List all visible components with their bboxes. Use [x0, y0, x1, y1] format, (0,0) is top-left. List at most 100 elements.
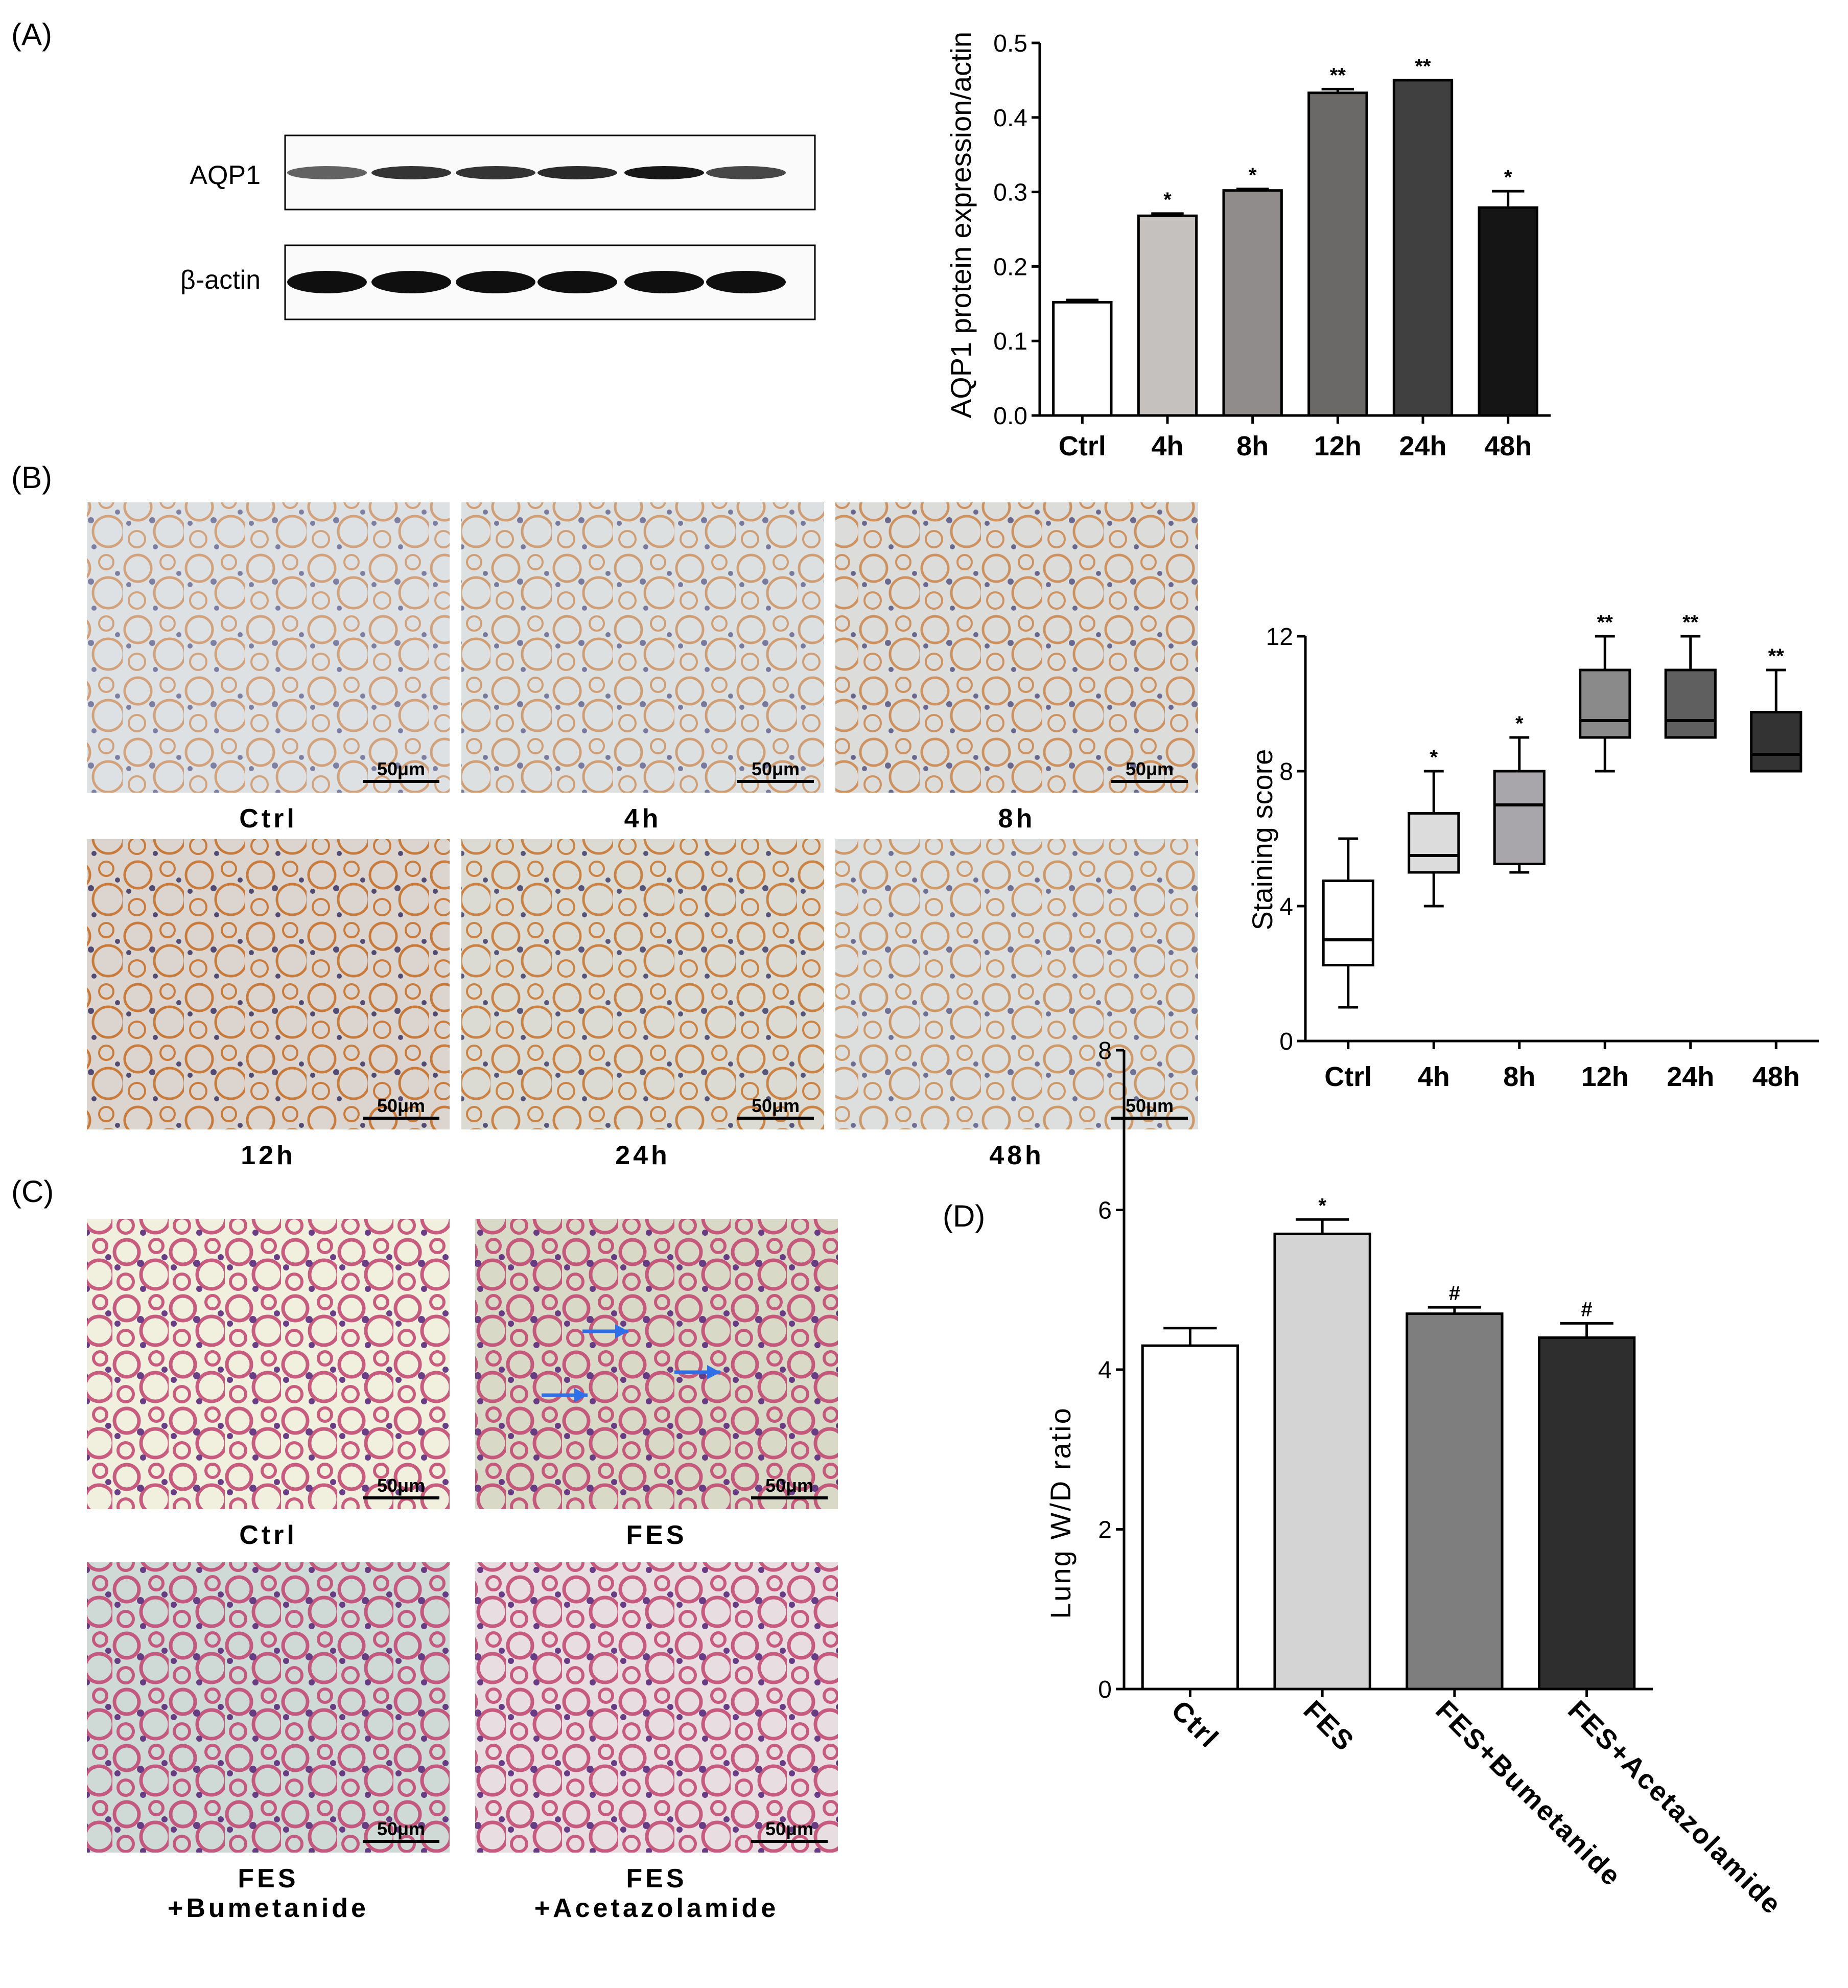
- scale-bar-label: 50μm: [765, 1818, 813, 1839]
- arrow-head-icon: [574, 1388, 588, 1402]
- scale-bar-label: 50μm: [377, 1818, 425, 1839]
- chart-a-y-tick-label: 0.1: [993, 328, 1027, 355]
- chart-b-staining-score: Staining score 0 4 8 12 Ctrl 4h * 8h * 12h ** 24h **…: [1246, 611, 1819, 1092]
- chart-d-ylabel: Lung W/D ratio: [1044, 1406, 1077, 1619]
- panel-label-b: (B): [11, 460, 52, 495]
- chart-d-bar-3: [1406, 1312, 1504, 1691]
- arrow-head-icon: [707, 1365, 720, 1379]
- micrograph-b-stain-tint: [461, 502, 824, 793]
- chart-a-x-tick-label: Ctrl: [1059, 431, 1106, 461]
- chart-a-significance-mark: *: [1504, 166, 1512, 189]
- scale-bar-label: 50μm: [765, 1475, 813, 1496]
- chart-a-significance-mark: **: [1415, 55, 1431, 78]
- blot-band-aqp1-5: [624, 166, 704, 179]
- chart-b-box-5: [1664, 668, 1717, 739]
- chart-d-significance-mark: *: [1318, 1194, 1326, 1217]
- chart-a-ylabel: AQP1 protein expression/actin: [945, 32, 977, 418]
- blot-band-actin-2: [371, 271, 451, 293]
- chart-d-y-tick-label: 4: [1098, 1357, 1112, 1384]
- chart-a-significance-mark: **: [1330, 64, 1346, 86]
- blot-band-aqp1-3: [456, 166, 535, 179]
- chart-a-y-tick-label: 0.3: [993, 179, 1027, 206]
- micrograph-c-label: FES: [626, 1520, 687, 1550]
- micrograph-c-tissue: [87, 1562, 450, 1853]
- micrograph-c-tissue: [475, 1219, 838, 1509]
- chart-d-bar-2: [1273, 1232, 1371, 1691]
- chart-a-x-tick-label: 4h: [1151, 431, 1183, 461]
- blot-band-aqp1-4: [537, 166, 617, 179]
- chart-d-bar-1: [1141, 1344, 1239, 1691]
- micrograph-b-label: Ctrl: [239, 804, 297, 834]
- blot-band-aqp1-6: [706, 166, 786, 179]
- chart-a-bar-1: [1052, 300, 1113, 417]
- chart-a-bar-4: [1307, 91, 1368, 417]
- blot-band-actin-4: [537, 271, 617, 293]
- chart-d-x-tick-label: FES+Acetazolamide: [1562, 1695, 1788, 1921]
- micrograph-b-stain-tint: [835, 502, 1198, 793]
- micrograph-c-label: +Acetazolamide: [534, 1893, 779, 1923]
- micrograph-c-tissue: [87, 1219, 450, 1509]
- micrographs-b: 50μm Ctrl 50μm 4h 50μm 8h 50μm 12h 50μm 24h 50μm 48…: [87, 502, 1198, 1170]
- chart-d-significance-mark: #: [1449, 1282, 1460, 1305]
- chart-d-x-tick-label: FES: [1298, 1695, 1361, 1758]
- chart-b-x-tick-label: 8h: [1503, 1061, 1535, 1092]
- chart-a-bar-6: [1478, 206, 1538, 417]
- chart-b-x-tick-label: 4h: [1418, 1061, 1450, 1092]
- chart-a-y-tick-label: 0.2: [993, 253, 1027, 281]
- panel-label-c: (C): [11, 1174, 54, 1209]
- chart-b-x-tick-label: 24h: [1667, 1061, 1714, 1092]
- chart-a-x-tick-label: 24h: [1399, 431, 1446, 461]
- chart-d-significance-mark: #: [1581, 1298, 1593, 1321]
- micrograph-b-label: 8h: [998, 804, 1036, 834]
- chart-b-box-1: [1322, 880, 1374, 966]
- chart-b-significance-mark: **: [1597, 611, 1613, 634]
- chart-b-y-tick-label: 12: [1266, 623, 1293, 651]
- blot-bands: [287, 166, 786, 293]
- scale-bar-label: 50μm: [377, 1095, 425, 1116]
- chart-a-bar-2: [1137, 214, 1198, 417]
- chart-a-significance-mark: *: [1163, 189, 1172, 211]
- micrograph-b-label: 24h: [615, 1141, 670, 1170]
- chart-b-box-2: [1408, 812, 1460, 874]
- micrograph-b-tissue: [461, 839, 824, 1129]
- micrograph-c-label: FES: [626, 1864, 687, 1893]
- micrograph-b-tissue: [461, 502, 824, 793]
- scale-bar-label: 50μm: [752, 758, 800, 779]
- blot-band-actin-3: [456, 271, 535, 293]
- micrograph-b-stain-tint: [87, 839, 450, 1129]
- chart-b-significance-mark: *: [1515, 712, 1524, 735]
- micrograph-c-tissue: [475, 1562, 838, 1853]
- chart-a-y-tick-label: 0.0: [993, 403, 1027, 430]
- chart-a-x-tick-label: 12h: [1314, 431, 1362, 461]
- western-blot: AQP1 β-actin: [180, 134, 816, 320]
- blot-band-aqp1-1: [287, 166, 367, 179]
- chart-d-y-tick-label: 2: [1098, 1517, 1112, 1544]
- chart-b-x-tick-label: Ctrl: [1324, 1061, 1372, 1092]
- scale-bar-label: 50μm: [377, 758, 425, 779]
- scale-bar-label: 50μm: [377, 1475, 425, 1496]
- micrograph-b-stain-tint: [87, 502, 450, 793]
- blot-label-aqp1: AQP1: [190, 160, 261, 190]
- chart-b-y-tick-label: 8: [1279, 758, 1293, 785]
- chart-b-y-tick-label: 0: [1279, 1028, 1293, 1055]
- micrograph-b-tissue: [835, 839, 1198, 1129]
- chart-d-x-tick-label: Ctrl: [1165, 1695, 1225, 1754]
- chart-a-y-tick-label: 0.5: [993, 30, 1027, 57]
- chart-d-bar-4: [1537, 1336, 1636, 1691]
- chart-d-y-tick-label: 8: [1098, 1037, 1112, 1065]
- arrow-head-icon: [615, 1324, 628, 1338]
- scale-bar-label: 50μm: [752, 1095, 800, 1116]
- chart-b-box-4: [1579, 668, 1631, 739]
- chart-a-aqp1-expression: AQP1 protein expression/actin 0.0 0.1 0.2 0…: [945, 30, 1551, 461]
- chart-a-x-tick-label: 48h: [1484, 431, 1532, 461]
- micrograph-b-tissue: [87, 839, 450, 1129]
- blot-band-aqp1-2: [371, 166, 451, 179]
- chart-b-x-tick-label: 12h: [1581, 1061, 1629, 1092]
- chart-b-significance-mark: *: [1430, 746, 1438, 769]
- chart-a-x-tick-label: 8h: [1236, 431, 1269, 461]
- micrograph-b-label: 4h: [624, 804, 662, 834]
- blot-band-actin-6: [706, 271, 786, 293]
- chart-b-ylabel: Staining score: [1246, 749, 1278, 931]
- chart-b-y-tick-label: 4: [1279, 893, 1293, 920]
